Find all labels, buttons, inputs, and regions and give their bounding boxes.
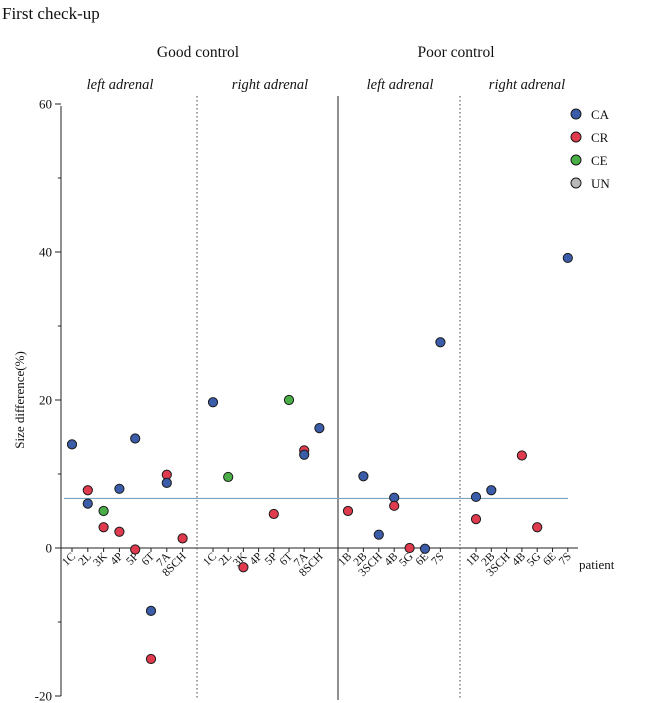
group-title: Good control (157, 44, 239, 61)
legend-label: CA (591, 107, 610, 122)
legend-marker-un (570, 177, 582, 189)
data-point-ce (223, 471, 234, 483)
data-point-cr (82, 485, 93, 496)
data-point-cr (177, 533, 188, 544)
legend-label: UN (591, 176, 610, 191)
data-point-cr (470, 514, 482, 525)
x-axis-label: patient (579, 557, 615, 572)
legend: CA CR CE UN (570, 107, 610, 191)
data-point-ca (207, 397, 219, 408)
data-point-ca (66, 439, 78, 450)
chart-title: First check-up (2, 4, 100, 23)
panel-title: right adrenal (489, 77, 565, 93)
data-point-ca (373, 529, 384, 540)
x-tick-label: 7S (429, 551, 446, 568)
data-point-cr (404, 542, 415, 554)
data-point-ca (161, 477, 172, 488)
data-point-cr (268, 508, 279, 520)
data-point-ca (435, 337, 446, 348)
x-tick-label: 3K (91, 550, 110, 569)
data-point-ce (98, 505, 109, 517)
legend-label: CE (591, 153, 608, 168)
data-point-ca (562, 252, 573, 264)
data-point-cr (516, 450, 528, 461)
legend-marker-ca (570, 108, 582, 120)
y-tick-label: 20 (39, 393, 52, 408)
data-point-ca (486, 485, 497, 496)
legend-marker-cr (570, 131, 582, 143)
data-point-cr (130, 544, 141, 555)
data-point-cr (532, 522, 543, 533)
data-point-ca (114, 483, 125, 494)
x-tick-label: 7S (557, 551, 574, 568)
y-tick-label: 60 (39, 97, 52, 112)
data-point-ca (470, 491, 482, 503)
y-tick-label: -20 (35, 689, 52, 703)
axes: -20 0 20 40 60 (35, 97, 578, 703)
data-point-cr (145, 653, 157, 665)
data-point-ca (419, 543, 431, 554)
y-axis-label: Size difference(%) (12, 351, 27, 449)
data-point-cr (342, 505, 354, 517)
legend-marker-ce (570, 154, 582, 166)
panel-title: left adrenal (87, 77, 154, 93)
data-point-ca (299, 449, 310, 460)
panel-dividers (196, 96, 461, 700)
panel-title: left adrenal (367, 77, 434, 93)
data-point-cr (389, 500, 400, 511)
panel-title: right adrenal (232, 77, 308, 93)
data-point-cr (114, 526, 125, 537)
data-point-ca (82, 498, 93, 509)
data-points (66, 252, 573, 665)
data-point-ca (130, 433, 141, 444)
legend-label: CR (591, 130, 609, 145)
y-tick-label: 40 (39, 245, 52, 260)
data-point-cr (98, 522, 109, 533)
data-point-ca (145, 605, 157, 617)
data-point-ca (314, 423, 325, 434)
data-point-ca (358, 471, 369, 482)
data-point-ce (283, 394, 295, 406)
group-title: Poor control (417, 44, 494, 61)
y-tick-label: 0 (46, 541, 53, 556)
data-point-cr (238, 562, 249, 573)
